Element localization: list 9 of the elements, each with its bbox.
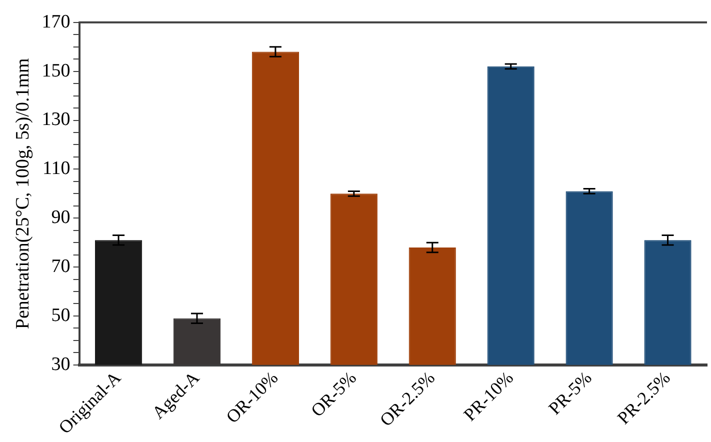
- y-tick-label: 150: [42, 60, 70, 82]
- y-tick-label: 50: [51, 304, 70, 326]
- y-tick-label: 130: [42, 109, 70, 130]
- y-tick-label: 110: [42, 158, 70, 180]
- y-tick-label: 170: [42, 11, 70, 32]
- y-tick-label: 90: [51, 207, 70, 228]
- y-axis-title: Penetration(25°C, 100g, 5s)/0.1mm: [12, 58, 34, 330]
- y-tick-label: 30: [51, 354, 70, 375]
- y-tick-label: 70: [51, 256, 70, 278]
